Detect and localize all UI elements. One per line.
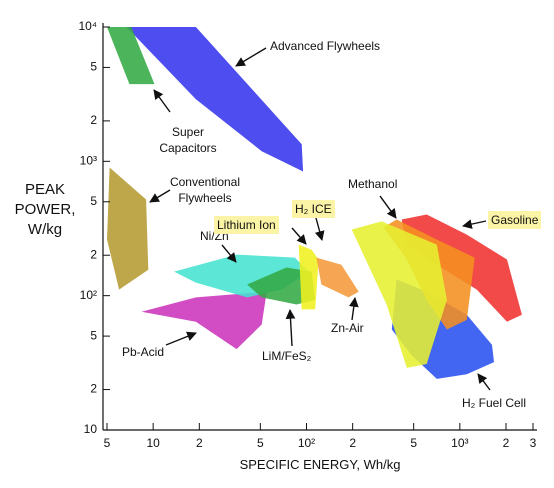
annotation: LiM/FeS₂ [262, 349, 312, 363]
region [107, 167, 149, 290]
annotation: Pb-Acid [122, 345, 165, 359]
y-tick-label: 10⁴ [78, 19, 97, 33]
annotation: Super Capacitors [159, 125, 217, 155]
region [247, 267, 316, 305]
x-tick-label: 3 [530, 436, 537, 450]
arrow [235, 47, 267, 67]
axes: 5 10 2 5 10² 2 5 10³ 2 3 10 2 5 10² 2 5 10³ 2 5 10⁴ [78, 19, 537, 450]
arrow [379, 195, 397, 219]
y-axis-label: PEAK POWER, W/kg [14, 181, 76, 238]
annotation: Advanced Flywheels [270, 39, 381, 53]
annotation: Zn-Air [331, 321, 364, 335]
x-tick-label: 10³ [451, 436, 468, 450]
x-tick-label: 10² [298, 436, 315, 450]
y-tick-label: 10² [80, 288, 97, 302]
region [126, 27, 304, 172]
region [298, 244, 319, 310]
x-tick-label: 5 [104, 436, 111, 450]
arrow [477, 373, 491, 391]
annotation: H₂ Fuel Cell [462, 396, 527, 410]
annotation: Conventional Flywheels [169, 175, 241, 205]
x-tick-label: 5 [410, 436, 417, 450]
y-tick-label: 5 [90, 194, 97, 208]
annotation: Gasoline [488, 211, 542, 229]
arrow [291, 227, 307, 245]
y-tick-label: 2 [90, 382, 97, 396]
x-tick-label: 2 [196, 436, 203, 450]
arrow [149, 189, 171, 203]
x-tick-label: 2 [503, 436, 510, 450]
arrow [285, 309, 296, 347]
y-tick-label: 5 [90, 60, 97, 74]
annotation: Lithium Ion [214, 216, 279, 234]
y-tick-label: 2 [90, 113, 97, 127]
x-tick-label: 5 [257, 436, 264, 450]
arrow [165, 331, 197, 346]
region [351, 221, 447, 368]
annotation: Methanol [348, 177, 398, 191]
arrow [221, 244, 237, 263]
arrow [153, 89, 171, 113]
region [107, 27, 155, 85]
arrows [149, 47, 491, 391]
y-tick-label: 2 [90, 247, 97, 261]
x-tick-label: 10 [146, 436, 160, 450]
x-axis-label: SPECIFIC ENERGY, Wh/kg [239, 457, 401, 472]
arrow [348, 297, 359, 321]
annotation: H₂ ICE [292, 200, 335, 218]
y-tick-label: 10 [84, 422, 98, 436]
arrow [314, 217, 325, 241]
x-tick-label: 2 [349, 436, 356, 450]
y-tick-label: 5 [90, 328, 97, 342]
regions [107, 27, 522, 379]
region [141, 291, 267, 350]
y-tick-label: 10³ [80, 154, 97, 168]
region [316, 257, 359, 298]
arrow [462, 219, 487, 229]
